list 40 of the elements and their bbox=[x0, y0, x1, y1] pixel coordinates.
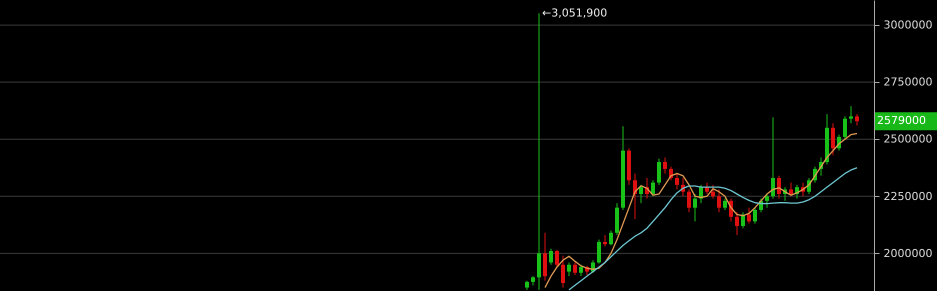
y-tick-label: 2500000 bbox=[884, 132, 932, 146]
candlestick bbox=[747, 207, 751, 224]
candlestick bbox=[711, 184, 715, 200]
candlestick bbox=[531, 276, 535, 286]
candlestick bbox=[597, 239, 601, 264]
line-series bbox=[544, 132, 858, 288]
y-tick-label: 2750000 bbox=[884, 76, 932, 89]
line-series bbox=[568, 167, 858, 291]
y-tick-label: 3000000 bbox=[884, 18, 932, 32]
candlestick bbox=[573, 262, 577, 276]
candlestick bbox=[675, 172, 679, 190]
candlestick bbox=[753, 207, 757, 224]
candlestick bbox=[555, 249, 559, 268]
text: 2579000 bbox=[877, 114, 926, 128]
annotation: ←3,051,900 bbox=[542, 6, 608, 20]
candlestick bbox=[717, 188, 721, 213]
candlestick bbox=[723, 198, 727, 210]
y-tick-label: 2000000 bbox=[884, 246, 932, 260]
candlestick bbox=[579, 264, 583, 277]
candlestick bbox=[543, 232, 547, 282]
candlestick bbox=[561, 255, 565, 288]
candlestick bbox=[525, 280, 529, 290]
candlestick bbox=[663, 156, 667, 174]
candlestick bbox=[651, 180, 655, 197]
candlestick bbox=[765, 194, 769, 208]
candlestick bbox=[831, 122, 835, 156]
candlestick bbox=[549, 248, 553, 266]
candlestick bbox=[735, 212, 739, 236]
candlestick bbox=[843, 116, 847, 140]
candlestick bbox=[855, 114, 859, 126]
y-tick-label: 2250000 bbox=[884, 190, 932, 203]
candlestick bbox=[789, 182, 793, 197]
candlestick bbox=[693, 194, 697, 222]
candlestick bbox=[687, 188, 691, 213]
candlestick bbox=[639, 184, 643, 204]
candlestick bbox=[657, 158, 661, 186]
candlestick bbox=[537, 12, 541, 290]
candlestick bbox=[609, 230, 613, 246]
candlestick bbox=[771, 116, 775, 200]
candlestick bbox=[567, 262, 571, 277]
